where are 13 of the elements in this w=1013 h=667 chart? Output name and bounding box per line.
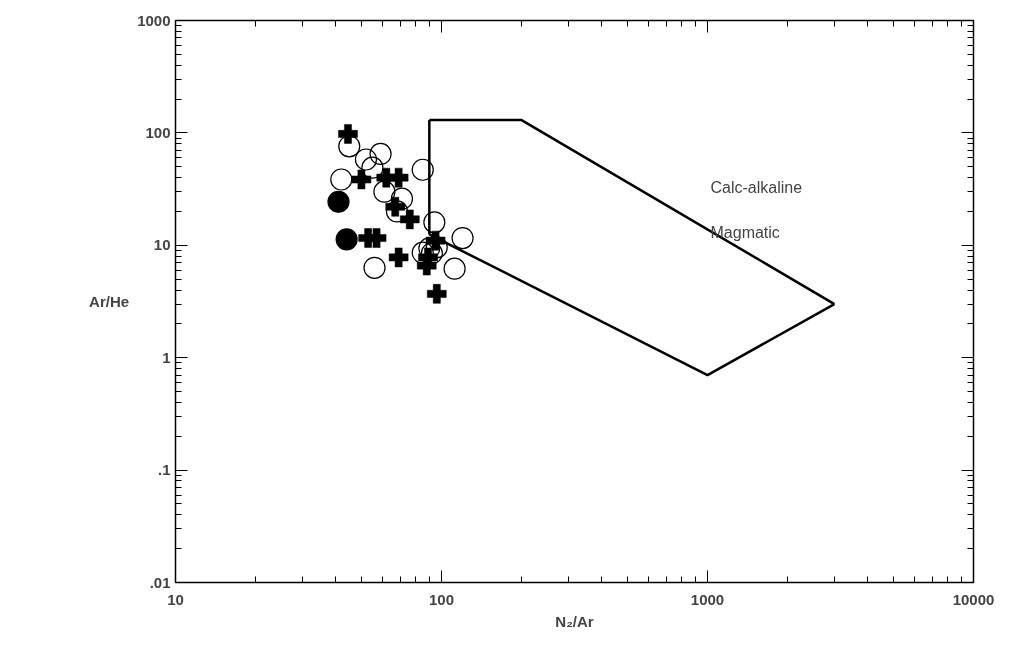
y-tick-label: 1000 — [137, 11, 171, 29]
y-tick-label: .1 — [157, 461, 171, 479]
y-tick-label: .01 — [149, 573, 171, 591]
x-tick-label: 1000 — [690, 590, 725, 608]
x-axis-title: N₂/Ar — [555, 612, 594, 630]
y-tick-label: 100 — [145, 123, 171, 141]
x-tick-label: 10000 — [952, 590, 995, 608]
x-tick-label: 100 — [428, 590, 455, 608]
y-tick-label: 1 — [162, 348, 171, 366]
y-axis-title: Ar/He — [89, 293, 130, 310]
annotation: Calc-alkaline — [710, 179, 803, 196]
y-tick-label: 10 — [153, 236, 171, 254]
annotation: Magmatic — [710, 224, 780, 241]
